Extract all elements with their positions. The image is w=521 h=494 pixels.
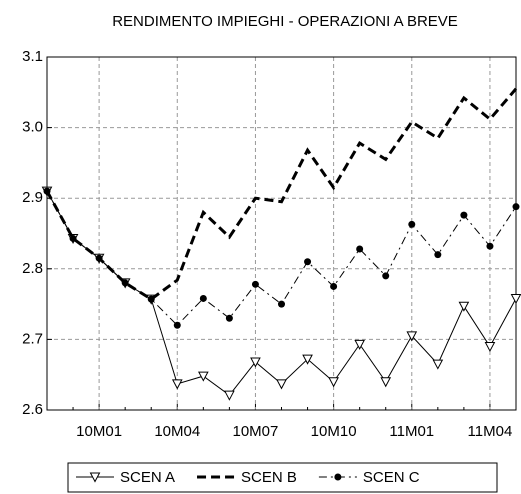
- y-tick-label: 2.8: [22, 260, 43, 277]
- marker: [225, 314, 233, 322]
- series-line: [46, 190, 517, 396]
- x-tick-label: 11M04: [468, 423, 513, 440]
- marker: [250, 357, 261, 368]
- marker: [356, 245, 364, 253]
- x-tick-label: 10M07: [233, 423, 279, 440]
- marker: [199, 294, 207, 302]
- y-tick-label: 2.7: [22, 330, 43, 347]
- marker: [276, 379, 287, 390]
- marker: [171, 379, 183, 390]
- series-line: [45, 87, 518, 301]
- marker: [484, 341, 496, 353]
- legend-box: [67, 462, 498, 493]
- marker: [89, 472, 101, 483]
- marker: [95, 254, 103, 262]
- marker: [302, 354, 313, 365]
- marker: [278, 300, 285, 308]
- x-tick-label: 10M04: [154, 423, 200, 440]
- marker: [406, 331, 418, 342]
- marker: [304, 258, 312, 266]
- marker: [173, 321, 181, 329]
- x-tick-label: 10M01: [76, 423, 122, 440]
- marker: [354, 339, 365, 350]
- marker: [43, 187, 51, 195]
- chart-title: RENDIMENTO IMPIEGHI - OPERAZIONI A BREVE: [112, 13, 458, 30]
- x-tick-label: 10M10: [311, 423, 357, 440]
- marker: [460, 211, 468, 219]
- marker: [510, 293, 521, 305]
- legend-label: SCEN B: [241, 469, 297, 486]
- marker: [512, 203, 520, 211]
- marker: [251, 280, 259, 288]
- marker: [408, 220, 416, 228]
- marker: [328, 377, 339, 388]
- marker: [334, 473, 342, 481]
- marker: [382, 272, 390, 280]
- legend-label: SCEN A: [120, 469, 175, 486]
- marker: [121, 279, 129, 287]
- y-tick-label: 2.9: [22, 189, 43, 206]
- marker: [458, 301, 470, 312]
- marker: [434, 251, 442, 259]
- marker: [380, 377, 392, 388]
- marker: [198, 371, 209, 382]
- y-tick-label: 2.6: [22, 401, 43, 418]
- marker: [432, 359, 444, 370]
- marker: [69, 234, 77, 242]
- marker: [330, 282, 338, 290]
- legend-label: SCEN C: [363, 469, 420, 486]
- marker: [224, 390, 235, 401]
- y-tick-label: 3.1: [22, 48, 43, 65]
- marker: [486, 242, 494, 250]
- x-tick-label: 11M01: [389, 423, 434, 440]
- y-tick-label: 3.0: [22, 119, 43, 136]
- marker: [147, 295, 155, 303]
- plot-frame: [46, 56, 517, 411]
